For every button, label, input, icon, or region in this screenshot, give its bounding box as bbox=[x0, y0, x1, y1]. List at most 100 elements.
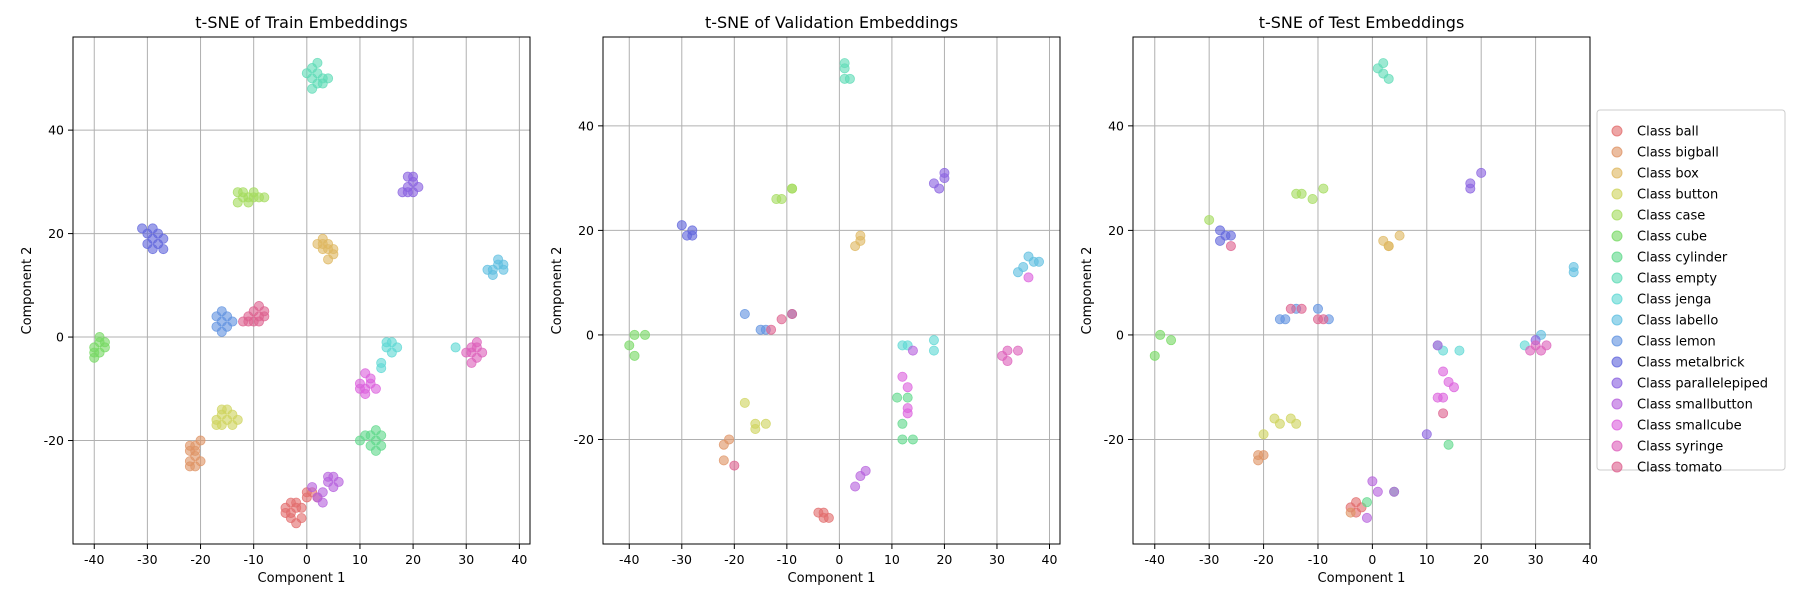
y-tick-label: 0 bbox=[1116, 327, 1124, 342]
legend-label: Class cylinder bbox=[1637, 251, 1728, 266]
point-lemon bbox=[227, 316, 238, 327]
legend-marker bbox=[1611, 356, 1623, 368]
legend-label: Class lemon bbox=[1637, 335, 1716, 350]
legend-marker bbox=[1611, 251, 1623, 263]
x-tick-label: -20 bbox=[1253, 552, 1273, 567]
point-smallcube bbox=[360, 368, 371, 379]
x-tick-label: 40 bbox=[1582, 552, 1598, 567]
point-smallcube bbox=[360, 388, 371, 399]
point-empty bbox=[1378, 58, 1389, 69]
point-syringe bbox=[471, 342, 482, 353]
point-smallbutton bbox=[1389, 486, 1400, 497]
point-labello bbox=[1568, 267, 1579, 278]
point-parallelepiped bbox=[1421, 429, 1432, 440]
x-axis-label-test: Component 1 bbox=[1318, 571, 1406, 586]
point-metalbrick bbox=[676, 220, 687, 231]
legend-label: Class box bbox=[1637, 167, 1699, 182]
point-bigball bbox=[184, 440, 195, 451]
point-ball bbox=[818, 512, 829, 523]
point-syringe bbox=[1541, 340, 1552, 351]
point-cube bbox=[624, 340, 635, 351]
point-cube bbox=[99, 337, 110, 348]
legend-marker bbox=[1611, 440, 1623, 452]
legend-marker bbox=[1611, 461, 1623, 473]
point-labello bbox=[1033, 256, 1044, 267]
point-tomato bbox=[259, 311, 270, 322]
points-test bbox=[1149, 58, 1579, 523]
point-smallbutton bbox=[307, 482, 318, 493]
point-smallbutton bbox=[1361, 512, 1372, 523]
point-box bbox=[1394, 230, 1405, 241]
point-metalbrick bbox=[137, 223, 148, 234]
legend-marker bbox=[1611, 419, 1623, 431]
point-labello bbox=[1018, 261, 1029, 272]
y-axis-label-train: Component 2 bbox=[20, 247, 35, 335]
x-tick-label: -40 bbox=[1145, 552, 1165, 567]
legend-marker bbox=[1611, 335, 1623, 347]
legend-marker bbox=[1611, 314, 1623, 326]
point-syringe bbox=[1012, 345, 1023, 356]
point-smallbutton bbox=[317, 497, 328, 508]
point-cube bbox=[1155, 329, 1166, 340]
y-tick-label: -20 bbox=[574, 432, 594, 447]
panel-title-test: t-SNE of Test Embeddings bbox=[1259, 13, 1465, 32]
point-parallelepiped bbox=[397, 187, 408, 198]
legend-label: Class labello bbox=[1637, 314, 1718, 329]
point-button bbox=[1291, 418, 1302, 429]
x-tick-label: -30 bbox=[672, 552, 692, 567]
point-tomato bbox=[787, 309, 798, 320]
point-button bbox=[1258, 429, 1269, 440]
point-cylinder bbox=[897, 434, 908, 445]
panel-title-validation: t-SNE of Validation Embeddings bbox=[705, 13, 958, 32]
point-case bbox=[232, 197, 243, 208]
point-case bbox=[248, 187, 259, 198]
legend: Class ball Class bigball Class box Class bu… bbox=[1596, 109, 1786, 476]
point-parallelepiped bbox=[413, 182, 424, 193]
x-tick-label: 40 bbox=[511, 552, 527, 567]
legend-marker bbox=[1611, 398, 1623, 410]
legend-label: Class tomato bbox=[1637, 461, 1722, 476]
legend-marker bbox=[1611, 146, 1623, 158]
point-bigball bbox=[190, 461, 201, 472]
y-tick-label: -20 bbox=[44, 433, 64, 448]
legend-label: Class parallelepiped bbox=[1637, 377, 1768, 392]
y-tick-label: 0 bbox=[56, 330, 64, 345]
point-jenga bbox=[376, 363, 387, 374]
x-tick-label: -40 bbox=[619, 552, 639, 567]
point-smallcube bbox=[1432, 392, 1443, 403]
point-lemon bbox=[216, 306, 227, 317]
legend-label: Class syringe bbox=[1637, 440, 1723, 455]
x-tick-label: -10 bbox=[243, 552, 263, 567]
x-axis-label-train: Component 1 bbox=[258, 571, 346, 586]
x-tick-label: 0 bbox=[1368, 552, 1376, 567]
x-tick-label: -20 bbox=[724, 552, 744, 567]
point-syringe bbox=[461, 347, 472, 358]
point-empty bbox=[323, 73, 334, 84]
legend-label: Class cube bbox=[1637, 230, 1707, 245]
point-bigball bbox=[1345, 507, 1356, 518]
point-case bbox=[1318, 183, 1329, 194]
panel-validation: t-SNE of Validation Embeddings Component… bbox=[550, 13, 1061, 586]
legend-marker bbox=[1611, 188, 1623, 200]
point-case bbox=[787, 183, 798, 194]
y-tick-label: 40 bbox=[578, 118, 594, 133]
x-tick-label: 10 bbox=[1419, 552, 1435, 567]
point-button bbox=[222, 404, 233, 415]
point-labello bbox=[498, 259, 509, 270]
point-smallbutton bbox=[855, 471, 866, 482]
point-parallelepiped bbox=[402, 171, 413, 182]
point-tomato bbox=[776, 314, 787, 325]
points-validation bbox=[624, 58, 1044, 523]
point-cube bbox=[1166, 335, 1177, 346]
point-smallcube bbox=[1438, 366, 1449, 377]
x-tick-label: 10 bbox=[884, 552, 900, 567]
panel-title-train: t-SNE of Train Embeddings bbox=[195, 13, 407, 32]
point-smallcube bbox=[354, 378, 365, 389]
point-jenga bbox=[450, 342, 461, 353]
x-tick-label: 0 bbox=[303, 552, 311, 567]
legend-label: Class smallbutton bbox=[1637, 398, 1753, 413]
point-bigball bbox=[724, 434, 735, 445]
point-lemon bbox=[739, 309, 750, 320]
x-tick-label: -20 bbox=[190, 552, 210, 567]
point-empty bbox=[312, 57, 323, 68]
